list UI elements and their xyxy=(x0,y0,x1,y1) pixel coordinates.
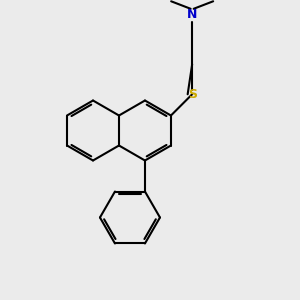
Text: S: S xyxy=(188,88,197,101)
Text: N: N xyxy=(187,8,197,21)
